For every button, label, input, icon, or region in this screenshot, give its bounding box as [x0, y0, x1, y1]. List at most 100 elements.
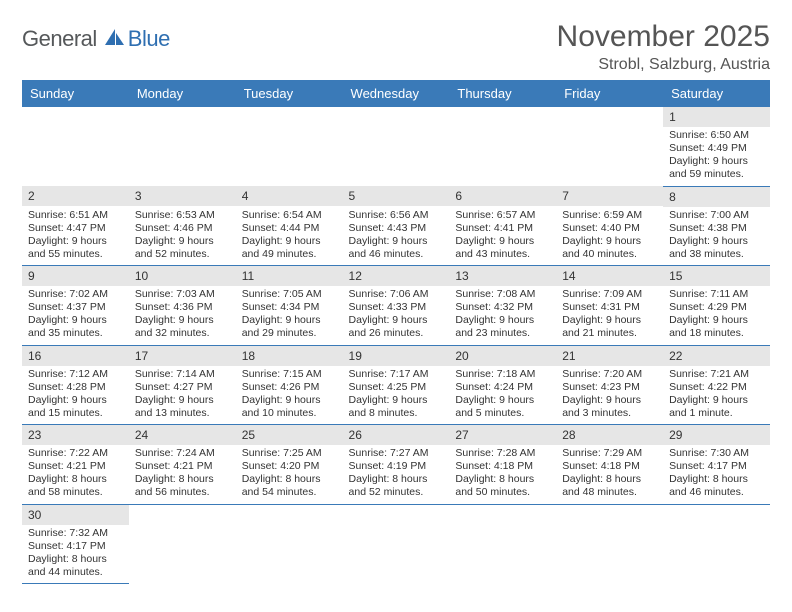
sunrise-text: Sunrise: 6:56 AM	[349, 209, 444, 222]
calendar-head: SundayMondayTuesdayWednesdayThursdayFrid…	[22, 80, 770, 107]
daylight-text: Daylight: 9 hours and 23 minutes.	[455, 314, 550, 340]
day-cell	[663, 525, 770, 579]
day-cell	[556, 525, 663, 579]
sunrise-text: Sunrise: 6:57 AM	[455, 209, 550, 222]
sunset-text: Sunset: 4:46 PM	[135, 222, 230, 235]
daylight-text: Daylight: 9 hours and 55 minutes.	[28, 235, 123, 261]
daylight-text: Daylight: 9 hours and 40 minutes.	[562, 235, 657, 261]
sunset-text: Sunset: 4:37 PM	[28, 301, 123, 314]
logo-text-general: General	[22, 26, 97, 52]
sunrise-text: Sunrise: 7:30 AM	[669, 447, 764, 460]
calendar-body: 1Sunrise: 6:50 AMSunset: 4:49 PMDaylight…	[22, 107, 770, 584]
sunset-text: Sunset: 4:22 PM	[669, 381, 764, 394]
daylight-text: Daylight: 9 hours and 10 minutes.	[242, 394, 337, 420]
day-cell: Sunrise: 7:09 AMSunset: 4:31 PMDaylight:…	[556, 286, 663, 345]
day-number	[663, 505, 770, 525]
day-cell: Sunrise: 7:32 AMSunset: 4:17 PMDaylight:…	[22, 525, 129, 584]
calendar-table: SundayMondayTuesdayWednesdayThursdayFrid…	[22, 80, 770, 584]
daylight-text: Daylight: 8 hours and 52 minutes.	[349, 473, 444, 499]
daylight-text: Daylight: 8 hours and 44 minutes.	[28, 553, 123, 579]
day-cell	[129, 127, 236, 181]
sunset-text: Sunset: 4:18 PM	[455, 460, 550, 473]
day-number: 1	[663, 107, 770, 127]
day-cell	[343, 525, 450, 579]
daylight-text: Daylight: 9 hours and 15 minutes.	[28, 394, 123, 420]
day-number: 15	[663, 266, 770, 286]
day-number: 21	[556, 346, 663, 366]
sunset-text: Sunset: 4:17 PM	[28, 540, 123, 553]
day-number	[129, 505, 236, 525]
logo-text-blue: Blue	[128, 26, 170, 52]
sunrise-text: Sunrise: 7:24 AM	[135, 447, 230, 460]
sunset-text: Sunset: 4:34 PM	[242, 301, 337, 314]
sunrise-text: Sunrise: 7:11 AM	[669, 288, 764, 301]
daylight-text: Daylight: 8 hours and 54 minutes.	[242, 473, 337, 499]
day-number: 5	[343, 186, 450, 206]
sunset-text: Sunset: 4:44 PM	[242, 222, 337, 235]
sunrise-text: Sunrise: 7:15 AM	[242, 368, 337, 381]
daylight-text: Daylight: 9 hours and 59 minutes.	[669, 155, 764, 181]
sunset-text: Sunset: 4:21 PM	[28, 460, 123, 473]
sunset-text: Sunset: 4:19 PM	[349, 460, 444, 473]
day-number: 6	[449, 186, 556, 206]
day-cell: Sunrise: 7:05 AMSunset: 4:34 PMDaylight:…	[236, 286, 343, 345]
sunset-text: Sunset: 4:41 PM	[455, 222, 550, 235]
sunrise-text: Sunrise: 7:09 AM	[562, 288, 657, 301]
sunset-text: Sunset: 4:33 PM	[349, 301, 444, 314]
day-number: 24	[129, 425, 236, 445]
day-cell	[129, 525, 236, 579]
day-cell: Sunrise: 7:20 AMSunset: 4:23 PMDaylight:…	[556, 366, 663, 425]
sunrise-text: Sunrise: 7:00 AM	[669, 209, 764, 222]
day-number: 14	[556, 266, 663, 286]
sunset-text: Sunset: 4:36 PM	[135, 301, 230, 314]
day-cell: Sunrise: 7:03 AMSunset: 4:36 PMDaylight:…	[129, 286, 236, 345]
day-cell: Sunrise: 7:21 AMSunset: 4:22 PMDaylight:…	[663, 366, 770, 425]
day-number: 30	[22, 505, 129, 525]
sunrise-text: Sunrise: 6:54 AM	[242, 209, 337, 222]
sunset-text: Sunset: 4:40 PM	[562, 222, 657, 235]
sunset-text: Sunset: 4:23 PM	[562, 381, 657, 394]
page-title: November 2025	[557, 20, 770, 54]
day-cell: Sunrise: 7:29 AMSunset: 4:18 PMDaylight:…	[556, 445, 663, 504]
sunrise-text: Sunrise: 7:12 AM	[28, 368, 123, 381]
daylight-text: Daylight: 9 hours and 49 minutes.	[242, 235, 337, 261]
title-block: November 2025 Strobl, Salzburg, Austria	[557, 20, 770, 74]
day-number: 25	[236, 425, 343, 445]
daylight-text: Daylight: 9 hours and 26 minutes.	[349, 314, 444, 340]
day-number	[449, 107, 556, 127]
sunrise-text: Sunrise: 7:06 AM	[349, 288, 444, 301]
sunrise-text: Sunrise: 7:05 AM	[242, 288, 337, 301]
sunset-text: Sunset: 4:17 PM	[669, 460, 764, 473]
day-cell	[343, 127, 450, 181]
sunset-text: Sunset: 4:38 PM	[669, 222, 764, 235]
day-header: Tuesday	[236, 80, 343, 107]
day-cell: Sunrise: 7:24 AMSunset: 4:21 PMDaylight:…	[129, 445, 236, 504]
sunset-text: Sunset: 4:32 PM	[455, 301, 550, 314]
sunrise-text: Sunrise: 7:32 AM	[28, 527, 123, 540]
day-number: 11	[236, 266, 343, 286]
day-number: 23	[22, 425, 129, 445]
sunset-text: Sunset: 4:31 PM	[562, 301, 657, 314]
day-header: Thursday	[449, 80, 556, 107]
day-number: 8	[663, 187, 770, 207]
day-number: 17	[129, 346, 236, 366]
sunset-text: Sunset: 4:27 PM	[135, 381, 230, 394]
day-cell: Sunrise: 7:28 AMSunset: 4:18 PMDaylight:…	[449, 445, 556, 504]
daylight-text: Daylight: 9 hours and 1 minute.	[669, 394, 764, 420]
daylight-text: Daylight: 8 hours and 50 minutes.	[455, 473, 550, 499]
day-header: Wednesday	[343, 80, 450, 107]
day-cell: Sunrise: 7:15 AMSunset: 4:26 PMDaylight:…	[236, 366, 343, 425]
sunset-text: Sunset: 4:43 PM	[349, 222, 444, 235]
day-number	[449, 505, 556, 525]
day-cell	[236, 525, 343, 579]
day-cell	[449, 127, 556, 181]
sunrise-text: Sunrise: 7:14 AM	[135, 368, 230, 381]
day-number: 7	[556, 186, 663, 206]
day-header: Monday	[129, 80, 236, 107]
daylight-text: Daylight: 9 hours and 3 minutes.	[562, 394, 657, 420]
sunset-text: Sunset: 4:29 PM	[669, 301, 764, 314]
day-number	[129, 107, 236, 127]
day-number: 10	[129, 266, 236, 286]
day-cell	[236, 127, 343, 181]
sunrise-text: Sunrise: 7:03 AM	[135, 288, 230, 301]
